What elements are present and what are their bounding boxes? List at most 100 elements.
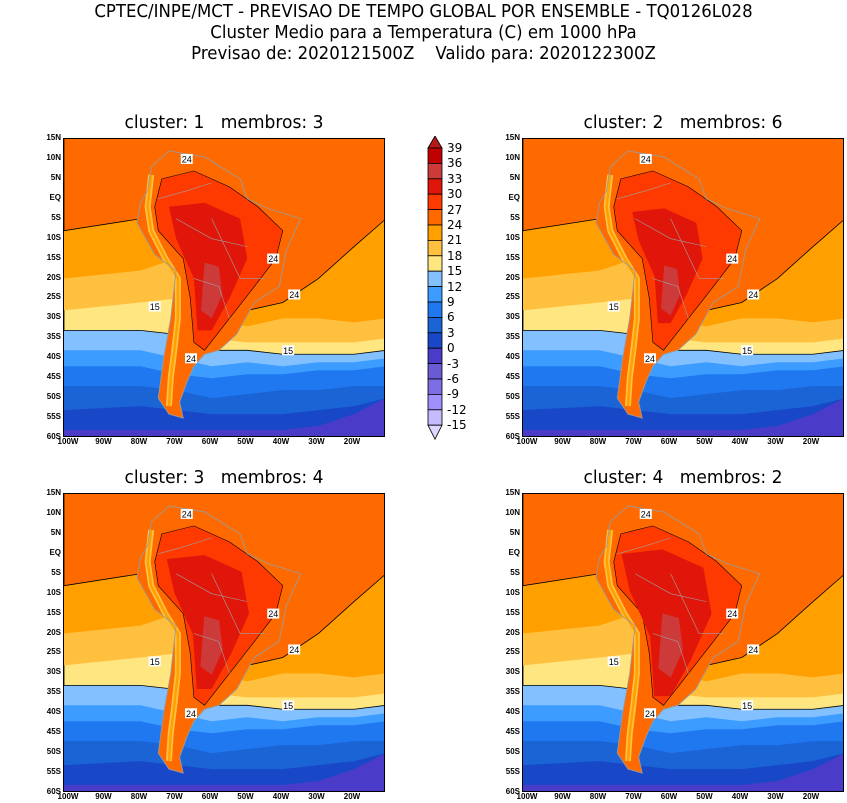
country-border xyxy=(211,218,266,279)
colorbar-bin xyxy=(427,240,443,257)
colorbar-bin xyxy=(427,378,443,395)
contour-label-box xyxy=(741,345,754,356)
lat-tick-label: 60S xyxy=(505,432,520,441)
colorbar-bin xyxy=(427,332,443,349)
lat-tick-label: EQ xyxy=(49,547,61,557)
lat-tick-label: 25S xyxy=(46,647,61,657)
lat-tick-label: 5S xyxy=(51,212,61,222)
lat-tick-label: 35S xyxy=(46,687,61,697)
lon-tick-label: 80W xyxy=(589,437,607,446)
colorbar-label: 12 xyxy=(447,279,463,294)
lat-tick-label: 20S xyxy=(505,627,520,637)
lat-tick-label: 15N xyxy=(505,488,520,497)
contour-label-box xyxy=(741,700,754,711)
colorbar-bin xyxy=(427,316,443,334)
lat-tick-label: 5S xyxy=(510,567,520,577)
contour-label: 24 xyxy=(182,154,192,164)
lat-tick-label: 40S xyxy=(46,707,61,717)
lon-tick-label: 20W xyxy=(802,792,820,801)
colorbar-bin xyxy=(427,270,443,287)
lat-tick-label: 30S xyxy=(46,312,61,322)
lon-tick-label: 30W xyxy=(308,792,325,801)
contour-label-box xyxy=(185,708,198,719)
country-border xyxy=(670,573,725,634)
colorbar-max-arrow xyxy=(427,136,443,149)
lon-tick-label: 90W xyxy=(554,437,571,446)
colorbar-label: -3 xyxy=(447,356,459,371)
lat-tick-label: 20S xyxy=(46,627,61,637)
lon-tick-label: 40W xyxy=(731,792,749,801)
colorbar-label: 6 xyxy=(447,310,455,325)
colorbar-label: 33 xyxy=(447,171,463,186)
colorbar-label: -9 xyxy=(447,387,459,402)
contour-label: 24 xyxy=(641,154,651,164)
lon-tick-label: 80W xyxy=(589,792,607,801)
lat-tick-label: 5N xyxy=(50,172,61,182)
contour-label-box xyxy=(726,253,739,264)
panel-title: cluster: 4 membros: 2 xyxy=(583,467,783,488)
andes-band xyxy=(605,174,639,407)
lat-tick-label: 45S xyxy=(505,372,520,382)
country-border xyxy=(211,573,266,634)
lat-tick-label: EQ xyxy=(49,192,61,202)
lat-tick-label: 60S xyxy=(46,787,61,796)
colorbar-label: -12 xyxy=(447,402,467,417)
country-border xyxy=(617,537,671,555)
temp-region-33 xyxy=(658,613,683,678)
lat-tick-label: 15S xyxy=(505,607,520,617)
lon-tick-label: 40W xyxy=(731,437,749,446)
contour-label-box xyxy=(180,508,193,519)
contour-label-box xyxy=(267,253,280,264)
contour-label: 15 xyxy=(150,657,160,667)
contour-label: 15 xyxy=(283,701,293,711)
lat-tick-label: 15N xyxy=(46,488,61,497)
contour-label-box xyxy=(282,345,295,356)
andes-band xyxy=(146,174,180,407)
contour-label-box xyxy=(267,608,280,619)
lat-tick-label: 50S xyxy=(46,747,61,757)
lat-tick-label: 5S xyxy=(510,212,520,222)
lat-tick-label: 45S xyxy=(46,727,61,737)
figure-subtitle: Cluster Medio para a Temperatura (C) em … xyxy=(210,22,637,43)
contour-label-box xyxy=(726,608,739,619)
contour-label: 15 xyxy=(150,302,160,312)
temperature-map-cluster-3: 24 24 24 24 15 15 xyxy=(63,493,385,792)
contour-label-box xyxy=(185,353,198,364)
lat-tick-label: 15S xyxy=(505,252,520,262)
colorbar-label: 18 xyxy=(447,248,463,263)
lat-tick-label: 10N xyxy=(46,152,61,162)
country-border xyxy=(652,278,689,319)
lon-tick-label: 80W xyxy=(130,792,148,801)
colorbar-bin xyxy=(427,178,443,195)
lat-tick-label: 5N xyxy=(509,527,520,537)
lon-tick-label: 70W xyxy=(625,437,642,446)
lat-tick-label: 60S xyxy=(505,787,520,796)
lon-tick-label: 20W xyxy=(343,437,361,446)
colorbar-bin xyxy=(427,193,443,211)
contour-label: 24 xyxy=(645,709,655,719)
contour-label: 15 xyxy=(609,657,619,667)
lat-tick-label: 10S xyxy=(505,587,520,597)
contour-label-box xyxy=(288,644,301,655)
contour-label-box xyxy=(747,289,760,300)
contour-label-box xyxy=(639,508,652,519)
country-border xyxy=(158,182,212,200)
lon-tick-label: 60W xyxy=(660,437,678,446)
contour-label: 15 xyxy=(283,346,293,356)
lat-tick-label: 55S xyxy=(46,767,61,777)
colorbar-label: -6 xyxy=(447,372,459,386)
lon-tick-label: 20W xyxy=(343,792,361,801)
colorbar-bin xyxy=(427,363,443,380)
temp-region-33 xyxy=(200,262,223,319)
colorbar-bin xyxy=(427,209,443,226)
lat-tick-label: 55S xyxy=(505,767,520,777)
country-border xyxy=(158,537,212,555)
lon-tick-label: 100W xyxy=(57,792,79,801)
figure-title: CPTEC/INPE/MCT - PREVISAO DE TEMPO GLOBA… xyxy=(94,1,753,22)
colorbar-bin xyxy=(427,162,443,180)
country-border xyxy=(670,218,725,279)
lat-tick-label: 25S xyxy=(46,292,61,302)
lat-tick-label: 35S xyxy=(46,332,61,342)
andes-band xyxy=(146,529,180,762)
temperature-map-cluster-1: 24 24 24 24 15 15 xyxy=(63,138,385,437)
